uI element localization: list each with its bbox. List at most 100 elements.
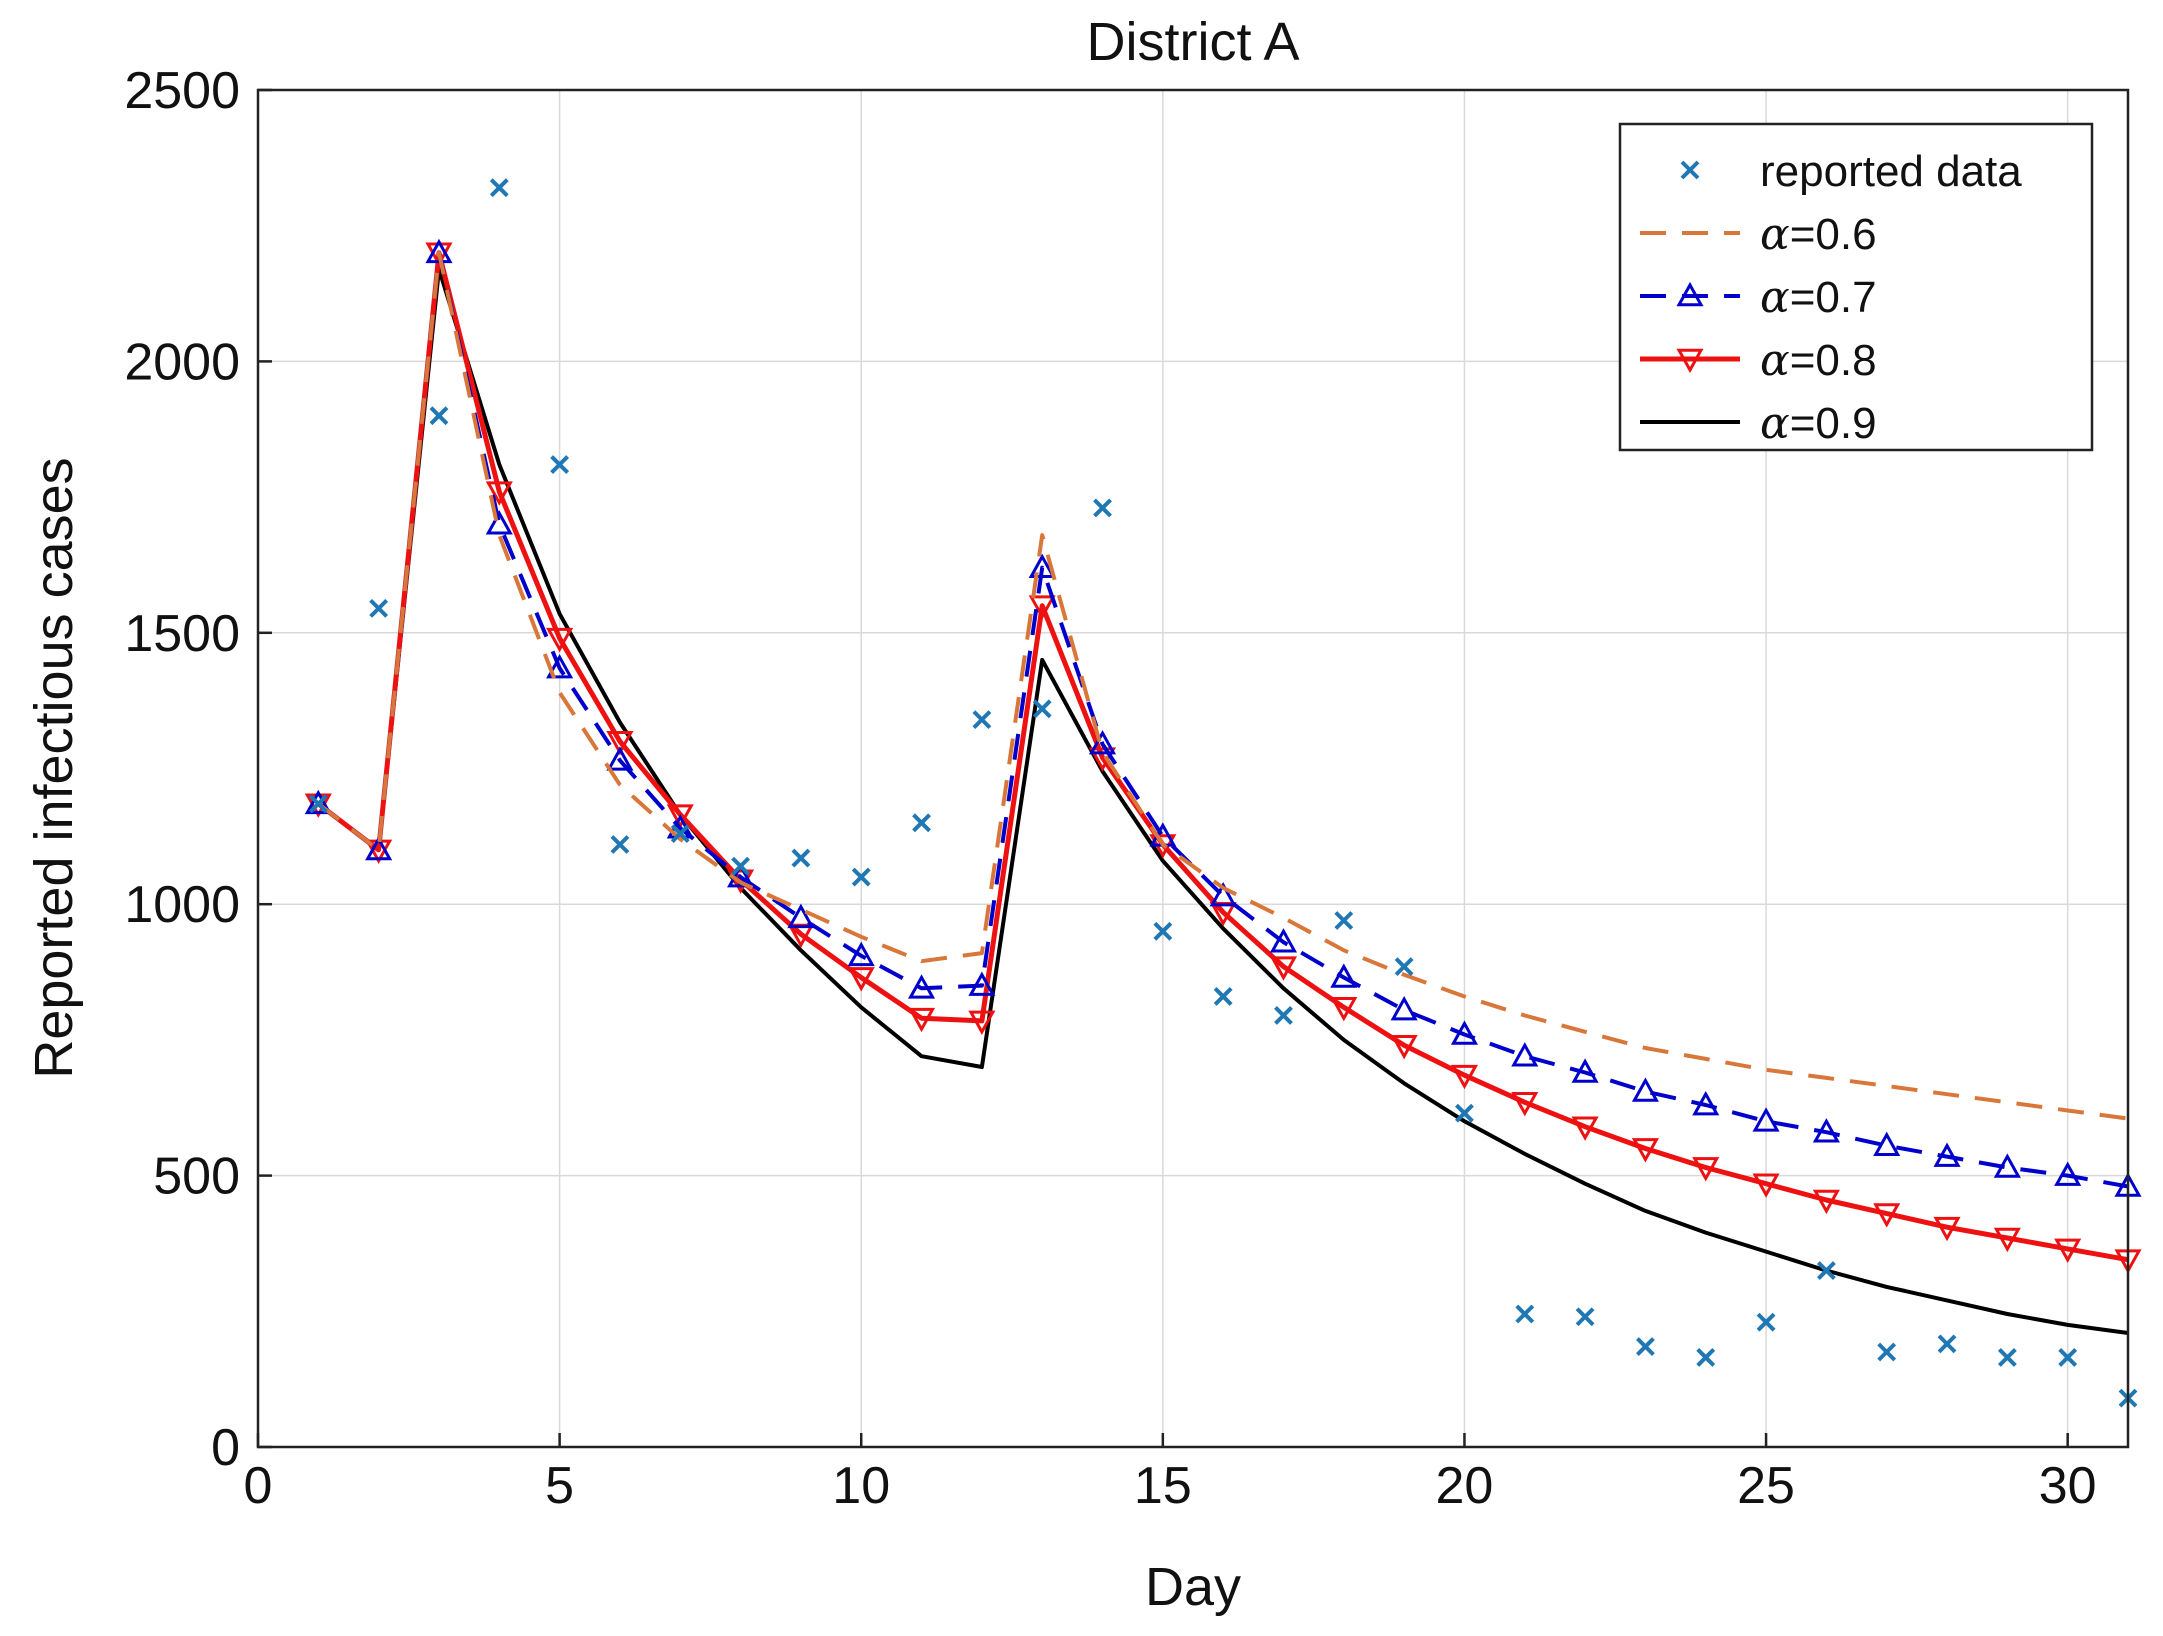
y-tick-label: 500 <box>153 1148 240 1206</box>
legend-label-text: =0.9 <box>1790 399 1877 448</box>
data-point-x-marker <box>1153 921 1173 941</box>
triangle-up-marker <box>1028 553 1056 578</box>
triangle-up-marker <box>787 903 815 929</box>
legend-label: α=0.7 <box>1760 272 1877 323</box>
data-point-x-marker <box>1877 1342 1897 1362</box>
triangle-down-marker <box>1269 956 1298 981</box>
y-tick-label: 1500 <box>124 605 240 663</box>
data-point-x-marker <box>550 455 570 474</box>
data-point-x-marker <box>1032 699 1052 719</box>
triangle-up-marker <box>1812 1118 1840 1143</box>
data-point-x-marker <box>731 856 750 876</box>
data-point-x-marker <box>489 178 509 198</box>
triangle-down-marker <box>1933 1216 1961 1242</box>
data-point-x-marker <box>851 867 871 887</box>
legend-triangle-up-marker <box>1676 281 1704 307</box>
triangle-up-marker <box>1511 1042 1539 1067</box>
legend-entry: α=0.6 <box>1640 209 1877 260</box>
data-point-x-marker <box>2058 1348 2078 1367</box>
data-point-x-marker <box>1756 1312 1776 1332</box>
triangle-up-marker <box>485 510 513 535</box>
data-point-x-marker <box>791 848 811 868</box>
triangle-up-marker <box>847 941 875 967</box>
triangle-up-marker <box>1390 995 1418 1021</box>
triangle-up-marker <box>606 746 634 771</box>
triangle-up-marker <box>1088 729 1117 755</box>
x-tick-label: 0 <box>244 1457 273 1515</box>
data-point-x-marker <box>1334 911 1354 930</box>
data-point-x-marker <box>1816 1261 1836 1281</box>
legend-label-text: =0.7 <box>1790 273 1877 322</box>
data-point-x-marker <box>1696 1348 1716 1367</box>
triangle-up-marker <box>1571 1058 1599 1083</box>
triangle-up-marker <box>365 835 393 861</box>
legend-alpha-symbol: α <box>1760 398 1790 449</box>
triangle-down-marker <box>1631 1138 1659 1163</box>
data-point-x-marker <box>308 794 328 814</box>
legend-entry: reported data <box>1680 147 2022 196</box>
x-tick-label: 5 <box>545 1457 574 1515</box>
y-tick-label: 0 <box>211 1419 240 1477</box>
triangle-down-marker <box>485 481 513 506</box>
x-tick-label: 30 <box>2039 1457 2097 1515</box>
data-point-x-marker <box>1213 987 1233 1006</box>
legend-label: α=0.8 <box>1760 335 1877 386</box>
triangle-down-marker <box>847 967 875 992</box>
triangle-up-marker <box>1269 928 1298 953</box>
x-tick-label: 15 <box>1134 1457 1192 1515</box>
triangle-down-marker <box>1873 1203 1901 1228</box>
legend-label-text: =0.8 <box>1790 336 1877 385</box>
series-line <box>316 250 2129 1263</box>
triangle-up-marker <box>304 789 332 815</box>
triangle-down-marker <box>1390 1035 1418 1060</box>
triangle-up-marker <box>727 862 755 888</box>
data-point-x-marker <box>912 813 931 833</box>
data-point-x-marker <box>1274 1006 1293 1025</box>
legend-entry: α=0.8 <box>1640 335 1877 386</box>
data-point-x-marker <box>1636 1337 1655 1356</box>
legend-label: reported data <box>1760 147 2022 196</box>
triangle-up-marker <box>1450 1020 1479 1045</box>
data-point-x-marker <box>1093 498 1112 518</box>
data-point-x-marker <box>1515 1304 1535 1324</box>
triangle-down-marker <box>546 627 574 653</box>
triangle-down-marker <box>1028 595 1056 620</box>
legend-x-marker <box>1680 160 1700 180</box>
series--0-8 <box>304 242 2142 1274</box>
x-axis-label: Day <box>1145 1557 1241 1617</box>
data-point-x-marker <box>1394 957 1414 977</box>
y-tick-label: 2000 <box>124 333 240 391</box>
chart-title: District A <box>1086 12 1299 72</box>
triangle-down-marker <box>1450 1064 1479 1090</box>
axes-box <box>256 88 2130 1449</box>
triangle-down-marker <box>1511 1092 1539 1117</box>
legend-entry: α=0.9 <box>1640 398 1877 449</box>
triangle-up-marker <box>1631 1077 1659 1102</box>
legend-label-text: reported data <box>1760 147 2022 196</box>
triangle-down-marker <box>968 1010 996 1035</box>
triangle-up-marker <box>546 653 574 679</box>
data-point-x-marker <box>1937 1334 1957 1354</box>
y-tick-label: 2500 <box>124 62 240 120</box>
triangle-down-marker <box>2054 1238 2082 1263</box>
legend-alpha-symbol: α <box>1760 272 1790 323</box>
triangle-down-marker <box>1571 1116 1599 1141</box>
y-axis-label: Reported infectious cases <box>24 457 84 1078</box>
triangle-down-marker <box>666 804 694 829</box>
triangle-up-marker <box>1209 881 1237 907</box>
triangle-up-marker <box>1993 1153 2021 1178</box>
chart-plot-area <box>304 178 2142 1408</box>
data-point-x-marker <box>670 824 690 844</box>
triangle-up-marker <box>1330 963 1358 988</box>
x-tick-label: 25 <box>1737 1457 1795 1515</box>
data-point-x-marker <box>369 598 389 618</box>
series-line <box>317 250 2129 1121</box>
triangle-down-marker <box>907 1007 936 1033</box>
triangle-down-marker <box>1752 1173 1780 1198</box>
data-point-x-marker <box>1455 1103 1474 1123</box>
legend-triangle-down-marker <box>1676 348 1704 374</box>
triangle-down-marker <box>1692 1157 1720 1182</box>
legend-entry: α=0.7 <box>1640 272 1877 323</box>
